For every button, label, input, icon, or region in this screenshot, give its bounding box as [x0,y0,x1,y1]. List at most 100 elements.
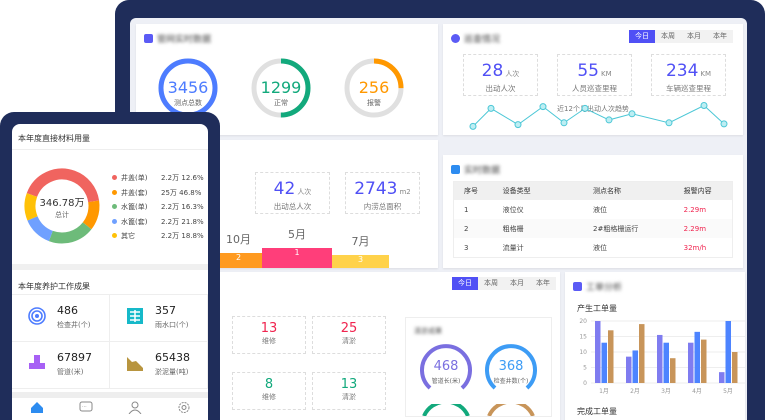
bar [663,342,669,383]
trend-line-chart [469,102,728,130]
x-tick-label: 4月 [692,388,702,395]
x-tick-label: 3月 [661,388,671,395]
tab[interactable]: 本年 [530,277,556,290]
table-row[interactable]: 1 液位仪 液位 2.29m [454,200,732,219]
work-stat: 13 清淤 [312,372,386,410]
trend-point [720,120,728,128]
legend-item: 水篦(套) 2.2万 21.8% [112,215,204,230]
message-icon[interactable]: ··· [79,401,93,417]
result-title: 清淤成果 [414,327,442,335]
result-arc [422,404,470,416]
result-arc [487,404,535,416]
trend-point [665,119,673,127]
bar [694,331,700,383]
tab[interactable]: 今日 [452,277,478,290]
trend-point [581,104,589,112]
legend-item: 井盖(单) 2.2万 12.6% [112,171,204,186]
total-value: 346.78万 [39,198,85,209]
realtime-card: 实时数据 序号 设备类型 测点名称 报警内容 1 液位仪 液位 2.29m 2 粗格栅 2#粗格栅运… [443,155,743,268]
tab[interactable]: 本月 [504,277,530,290]
column-header: 设备类型 [492,182,584,200]
alarm-table: 序号 设备类型 测点名称 报警内容 1 液位仪 液位 2.29m 2 粗格栅 2#粗格栅运行 2.29… [454,182,732,257]
work-stat: 13 维修 [232,316,306,354]
cell: 2#粗格栅运行 [583,219,674,238]
tab[interactable]: 本年 [707,30,733,43]
donut-slice [24,168,100,244]
trend-point [605,116,613,124]
y-tick-label: 10 [579,349,587,356]
trend-point [469,122,477,130]
bar [657,334,663,383]
eye-icon [451,34,460,43]
cell: 3 [464,243,469,252]
gauge-label: 正常 [274,99,288,107]
chart-title-2: 完成工单量 [577,407,617,416]
column-header: 报警内容 [673,182,732,200]
result-panel: 清淤成果 468 管道长(米) 368 检查井数(个) [405,317,552,417]
trend-point [539,103,547,111]
gauge-label: 测点总数 [174,99,202,107]
bar [725,321,731,383]
maint-cell: 65438 淤泥量(吨) [110,342,208,389]
column-header: 序号 [454,182,493,200]
column-header: 测点名称 [583,182,674,200]
tab[interactable]: 本周 [655,30,681,43]
user-icon[interactable] [128,401,142,417]
cell: 2.29m [673,219,732,238]
tab[interactable]: 本月 [681,30,707,43]
table-row[interactable]: 3 流量计 液位 32m/h [454,238,732,257]
trend-point [514,121,522,129]
maint-cell: 67897 管道(米) [12,342,110,389]
bar [601,342,607,383]
patrol-stat: 28 人次 出动人次 [463,54,538,96]
card-title: 工单分析 [586,283,623,293]
tab[interactable]: 今日 [629,30,655,43]
bar [639,324,645,383]
legend-item: 水篦(单) 2.2万 16.3% [112,200,204,215]
donut-slice [24,168,100,244]
trend-point [487,104,495,112]
maint-grid: 486 检查井(个) 357 雨水口(个) 67897 管道(米) 65438 … [12,294,208,389]
card-title: 实时数据 [464,166,501,176]
card-title: 巡查情况 [464,35,501,45]
bar [595,321,601,383]
gauge-value: 1299 [260,78,302,97]
gauge: 3456 测点总数 [156,56,220,120]
cell: 液位 [593,205,608,214]
gauge-label: 报警 [367,99,381,107]
tab[interactable]: 本周 [478,277,504,290]
trend-point [628,110,636,118]
cell: 2 [454,219,493,238]
bar [632,350,638,383]
bar-chart-icon [144,34,153,43]
result-arc: 468 管道长(米) [418,342,474,398]
result-arc: 368 检查井数(个) [483,342,539,398]
trend-point [700,102,708,110]
maint-cell: 357 雨水口(个) [110,295,208,342]
legend-item: 井盖(套) 25万 46.8% [112,186,204,201]
donut-slice [24,168,100,244]
dredge-card: 42 人次 出动总人次 2743 m2 内涝总面积 10月 2 5月 1 7月 3 [215,140,438,268]
x-tick-label: 2月 [630,388,640,395]
card-title: 管网实时数据 [157,35,212,45]
materials-donut [24,168,100,244]
dredge-stat: 2743 m2 内涝总面积 [345,172,420,214]
dashboard-screen: 管网实时数据 3456 测点总数 1299 正常 256 报警 巡查情况 今日本… [130,18,747,420]
y-tick-label: 15 [579,334,587,341]
home-icon[interactable] [30,401,44,417]
svg-text:···: ··· [82,404,87,410]
settings-icon[interactable] [177,401,191,417]
legend-item: 其它 2.2万 18.8% [112,229,204,244]
bar [701,339,707,383]
trend-point [560,119,568,127]
table-row[interactable]: 2 粗格栅 2#粗格栅运行 2.29m [454,219,732,238]
phone-screen: 本年度直接材料用量 346.78万 总计 井盖(单) 2.2万 12.6% 井盖(套… [12,124,208,420]
bar [688,342,694,383]
bar-chart-icon [451,165,460,174]
orders-bar-chart: 0 5 10 15 20 1月 2月 3月 4月 5月 [579,318,745,395]
maint-cell: 486 检查井(个) [12,295,110,342]
bar [719,372,725,383]
cell: 液位仪 [502,205,524,214]
period-tabs: 今日 本周 本月 本年 [452,277,556,290]
bar [732,352,738,383]
